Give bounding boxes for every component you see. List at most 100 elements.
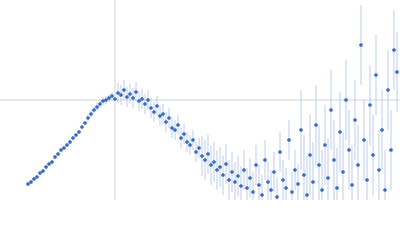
- data-point: [305, 193, 309, 197]
- data-point: [74, 133, 78, 137]
- data-point: [41, 169, 45, 173]
- data-point: [299, 128, 303, 132]
- data-point: [65, 143, 69, 147]
- data-point: [176, 123, 180, 127]
- data-point: [323, 143, 327, 147]
- data-point: [134, 90, 138, 94]
- data-point: [161, 112, 165, 116]
- data-point: [344, 98, 348, 102]
- data-point: [362, 138, 366, 142]
- data-point: [68, 140, 72, 144]
- data-point: [77, 130, 81, 134]
- data-point: [335, 186, 339, 190]
- data-point: [233, 180, 237, 184]
- data-point: [374, 73, 378, 77]
- data-point: [221, 173, 225, 177]
- data-point: [341, 170, 345, 174]
- data-point: [137, 99, 141, 103]
- data-point: [125, 95, 129, 99]
- data-point: [83, 121, 87, 125]
- data-point: [359, 43, 363, 47]
- data-point: [317, 163, 321, 167]
- data-point: [47, 162, 51, 166]
- data-point: [188, 143, 192, 147]
- data-point: [308, 153, 312, 157]
- data-point: [371, 153, 375, 157]
- data-point: [326, 176, 330, 180]
- data-point: [149, 106, 153, 110]
- data-point: [155, 104, 159, 108]
- data-point: [146, 98, 150, 102]
- data-point: [98, 102, 102, 106]
- data-point: [311, 180, 315, 184]
- data-point: [329, 108, 333, 112]
- data-point: [71, 136, 75, 140]
- data-point: [230, 170, 234, 174]
- data-point: [191, 138, 195, 142]
- data-point: [377, 168, 381, 172]
- data-point: [38, 171, 42, 175]
- data-point: [389, 148, 393, 152]
- data-point: [347, 148, 351, 152]
- data-point: [269, 188, 273, 192]
- data-point: [35, 175, 39, 179]
- data-point: [197, 146, 201, 150]
- data-point: [368, 103, 372, 107]
- data-point: [353, 118, 357, 122]
- data-point: [356, 163, 360, 167]
- data-point: [104, 98, 108, 102]
- data-point: [59, 148, 63, 152]
- data-point: [239, 184, 243, 188]
- data-point: [116, 91, 120, 95]
- data-point: [119, 93, 123, 97]
- data-point: [185, 140, 189, 144]
- data-point: [365, 178, 369, 182]
- data-point: [215, 168, 219, 172]
- data-point: [158, 114, 162, 118]
- data-point: [56, 152, 60, 156]
- data-point: [302, 173, 306, 177]
- data-point: [101, 99, 105, 103]
- data-point: [260, 193, 264, 197]
- data-point: [218, 165, 222, 169]
- data-point: [245, 186, 249, 190]
- data-point: [209, 163, 213, 167]
- data-point: [263, 158, 267, 162]
- data-point: [281, 178, 285, 182]
- data-point: [284, 186, 288, 190]
- data-point: [320, 188, 324, 192]
- data-point: [167, 116, 171, 120]
- data-point: [182, 132, 186, 136]
- data-point: [86, 116, 90, 120]
- data-point: [170, 126, 174, 130]
- data-point: [92, 108, 96, 112]
- data-point: [194, 150, 198, 154]
- data-point: [248, 176, 252, 180]
- data-point: [350, 183, 354, 187]
- data-point: [131, 96, 135, 100]
- data-point: [107, 96, 111, 100]
- data-point: [314, 123, 318, 127]
- data-point: [332, 158, 336, 162]
- data-point: [113, 97, 117, 101]
- data-point: [272, 170, 276, 174]
- data-point: [386, 88, 390, 92]
- data-point: [89, 112, 93, 116]
- data-point: [242, 168, 246, 172]
- data-point: [50, 160, 54, 164]
- data-point: [383, 188, 387, 192]
- data-point: [206, 152, 210, 156]
- data-point: [275, 195, 279, 199]
- data-point: [296, 182, 300, 186]
- data-point: [236, 174, 240, 178]
- data-point: [395, 70, 399, 74]
- data-point: [32, 177, 36, 181]
- chart: [0, 0, 400, 200]
- data-point: [29, 180, 33, 184]
- data-point: [287, 138, 291, 142]
- data-point: [53, 155, 57, 159]
- data-point: [203, 158, 207, 162]
- data-point: [143, 102, 147, 106]
- data-point: [140, 97, 144, 101]
- data-point: [152, 110, 156, 114]
